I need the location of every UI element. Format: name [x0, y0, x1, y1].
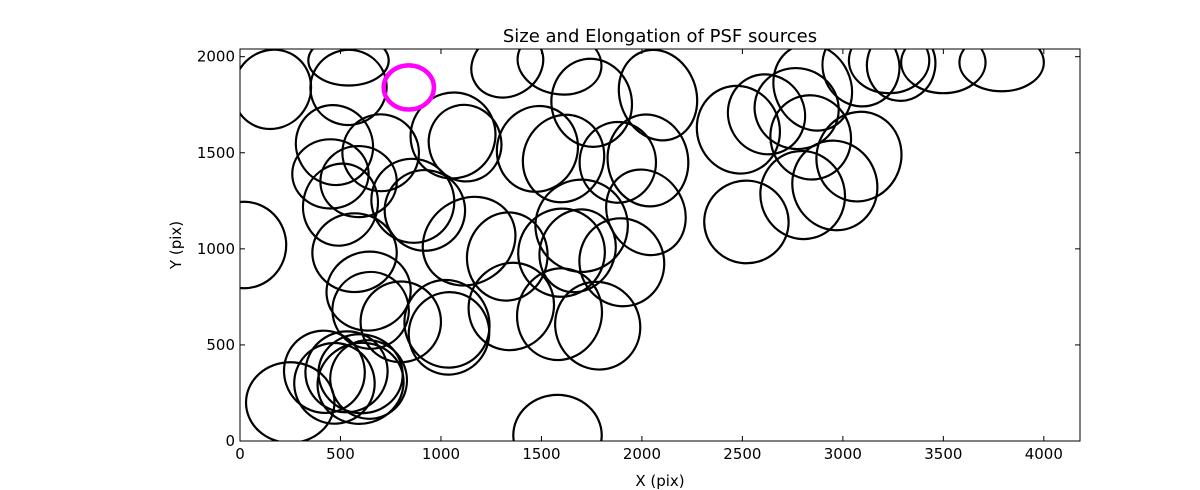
plot-frame — [239, 48, 1081, 442]
source-ellipse — [307, 49, 390, 87]
source-ellipse — [294, 104, 375, 187]
source-ellipse — [309, 49, 388, 127]
x-axis-label: X (pix) — [635, 472, 684, 490]
source-ellipse — [467, 261, 556, 352]
source-ellipse — [465, 211, 549, 302]
source-ellipse — [325, 250, 412, 332]
source-ellipse — [606, 113, 690, 208]
ellipse-layer — [240, 49, 1045, 441]
x-tick-label: 1500 — [522, 445, 560, 463]
source-ellipse — [865, 49, 937, 102]
source-ellipse — [578, 217, 666, 308]
source-ellipse — [240, 49, 313, 131]
x-tick-label: 0 — [235, 445, 245, 463]
source-ellipse — [847, 49, 931, 95]
source-ellipse — [359, 280, 443, 364]
source-ellipse — [383, 168, 467, 252]
source-ellipse — [516, 49, 603, 96]
source-ellipse — [409, 91, 497, 180]
source-ellipse — [821, 49, 901, 108]
x-tick-label: 1000 — [422, 445, 460, 463]
source-ellipse — [554, 280, 642, 371]
source-ellipse — [470, 49, 545, 99]
source-ellipse — [311, 212, 398, 294]
x-tick-label: 500 — [326, 445, 355, 463]
source-ellipse — [759, 149, 847, 241]
y-axis-label: Y (pix) — [167, 221, 185, 270]
source-ellipse — [240, 200, 288, 290]
source-ellipse — [550, 57, 634, 148]
source-ellipse — [958, 49, 1045, 93]
source-ellipse — [316, 341, 405, 426]
y-tick-label: 0 — [225, 432, 235, 450]
y-tick-label: 2000 — [197, 48, 235, 66]
source-ellipse — [695, 84, 782, 175]
highlight-ellipse — [381, 63, 437, 112]
y-tick-label: 500 — [206, 336, 235, 354]
source-ellipse — [521, 113, 606, 204]
source-ellipse — [317, 333, 404, 415]
source-ellipse — [304, 330, 389, 414]
source-ellipse — [772, 49, 854, 132]
source-ellipse — [900, 49, 987, 95]
source-ellipse — [726, 73, 807, 156]
y-tick-label: 1000 — [197, 240, 235, 258]
source-ellipse — [703, 179, 790, 265]
source-ellipse — [517, 207, 606, 298]
source-ellipse — [301, 162, 380, 247]
x-tick-label: 3000 — [824, 445, 862, 463]
source-ellipse — [341, 113, 421, 193]
source-ellipse — [538, 208, 617, 294]
source-ellipse — [578, 120, 658, 204]
source-ellipse — [495, 104, 580, 193]
source-ellipse — [791, 139, 879, 232]
x-tick-label: 3500 — [924, 445, 962, 463]
axis-ticks: 0 500 1000 1500 2000 2500 3000 3500 4000 0 500 1000… — [197, 48, 1080, 463]
source-ellipse — [370, 157, 456, 244]
source-ellipse — [512, 393, 603, 441]
source-ellipse — [515, 267, 604, 362]
source-ellipse — [534, 178, 629, 274]
source-ellipse — [293, 341, 376, 425]
chart-title: Size and Elongation of PSF sources — [503, 26, 817, 47]
source-ellipse — [244, 361, 336, 441]
x-tick-label: 2500 — [723, 445, 761, 463]
x-tick-label: 2000 — [623, 445, 661, 463]
source-ellipse — [291, 138, 370, 210]
source-ellipse — [605, 168, 687, 257]
y-tick-label: 1500 — [197, 144, 235, 162]
x-tick-label: 4000 — [1025, 445, 1063, 463]
